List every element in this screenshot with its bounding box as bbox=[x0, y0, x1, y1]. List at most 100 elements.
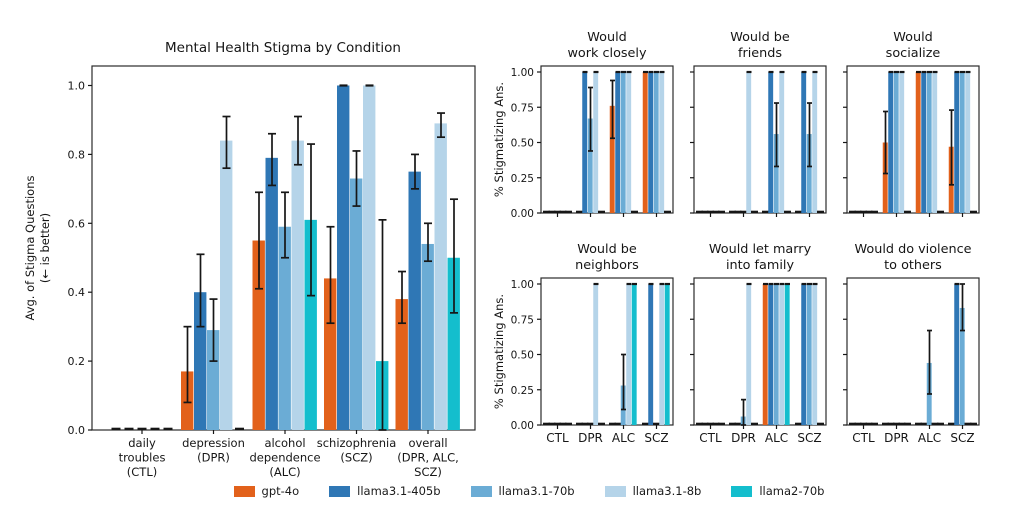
x-tick-label: ALC bbox=[612, 431, 635, 445]
bar-llama3.1-8b-SCZ bbox=[812, 284, 818, 425]
bar-llama2-70b-ALC bbox=[784, 284, 790, 425]
bar-llama3.1-8b-SCZ bbox=[659, 284, 665, 425]
zero-dash-llama3.1-8b bbox=[964, 422, 972, 425]
bar-llama3.1-8b-DPR bbox=[746, 284, 752, 425]
x-tick-label: (DPR) bbox=[197, 451, 230, 465]
bar-llama3.1-8b-ALC bbox=[779, 72, 785, 213]
bar-llama3.1-70b-ALC bbox=[773, 284, 779, 425]
zero-dash-gpt-4o bbox=[609, 422, 616, 425]
zero-dash-llama2-70b bbox=[718, 422, 725, 425]
plot-frame-violence bbox=[846, 277, 980, 426]
zero-dash-llama3.1-405b bbox=[887, 422, 895, 425]
y-tick-label: 0.2 bbox=[68, 355, 86, 368]
zero-dash-gpt-4o bbox=[795, 422, 802, 425]
x-tick-label: SCZ bbox=[950, 431, 974, 445]
legend-item-llama3.1-8b: llama3.1-8b bbox=[604, 484, 701, 498]
zero-dash-gpt-4o bbox=[849, 210, 856, 213]
bar-gpt-4o-ALC bbox=[762, 284, 768, 425]
zero-dash-llama2-70b bbox=[718, 210, 725, 213]
bar-llama3.1-70b-SCZ bbox=[806, 134, 812, 213]
chart-title: to others bbox=[884, 258, 942, 273]
bar-llama3.1-70b-DPR bbox=[893, 72, 899, 213]
zero-dash-llama3.1-405b bbox=[548, 422, 556, 425]
bar-llama3.1-8b-DPR bbox=[746, 72, 752, 213]
chart-title: Would bbox=[893, 30, 933, 45]
zero-dash-gpt-4o bbox=[795, 210, 802, 213]
bar-llama2-70b-SCZ) bbox=[447, 257, 460, 430]
zero-dash-llama3.1-70b bbox=[740, 210, 747, 213]
zero-dash-gpt-4o bbox=[696, 422, 703, 425]
zero-dash-gpt-4o bbox=[543, 422, 550, 425]
zero-dash-llama2-70b bbox=[937, 422, 944, 425]
bar-llama3.1-8b-DPR bbox=[593, 72, 599, 213]
zero-dash-llama3.1-405b bbox=[614, 422, 622, 425]
zero-dash-llama3.1-8b bbox=[712, 210, 720, 213]
x-tick-label: (CTL) bbox=[127, 465, 157, 479]
y-tick-label: 0.75 bbox=[511, 102, 534, 114]
x-tick-label: overall bbox=[408, 436, 447, 450]
zero-dash-llama2-70b bbox=[871, 422, 878, 425]
chart-title: Would be bbox=[730, 30, 790, 45]
legend-item-gpt-4o: gpt-4o bbox=[233, 484, 299, 498]
legend-swatch-llama3.1-70b bbox=[470, 485, 492, 497]
bar-gpt-4o-SCZ) bbox=[395, 299, 408, 430]
x-tick-label: (ALC) bbox=[269, 465, 300, 479]
bar-llama3.1-405b-SCZ bbox=[954, 284, 960, 425]
plot-frame-socialize bbox=[846, 65, 980, 214]
bar-llama3.1-405b-ALC bbox=[615, 72, 621, 213]
zero-dash-llama2-70b bbox=[751, 210, 758, 213]
zero-dash-llama3.1-405b bbox=[734, 210, 742, 213]
legend-label: llama3.1-70b bbox=[498, 484, 575, 498]
plot-frame-neighbors bbox=[540, 277, 674, 426]
zero-dash-llama3.1-8b bbox=[559, 210, 567, 213]
y-tick-label: 1.00 bbox=[511, 67, 534, 79]
x-tick-label: daily bbox=[128, 436, 156, 450]
chart-title: into family bbox=[726, 258, 795, 273]
bar-llama3.1-70b-(ALC) bbox=[278, 226, 291, 430]
zero-dash-llama3.1-8b bbox=[865, 422, 873, 425]
x-tick-label: SCZ) bbox=[414, 465, 442, 479]
zero-dash-llama3.1-70b bbox=[707, 210, 714, 213]
zero-dash-gpt-4o bbox=[729, 210, 736, 213]
x-tick-label: SCZ bbox=[797, 431, 821, 445]
bar-llama3.1-405b-ALC bbox=[921, 72, 927, 213]
bar-llama3.1-70b-SCZ bbox=[653, 72, 659, 213]
zero-dash-llama2-70b bbox=[904, 422, 911, 425]
chart-title: work closely bbox=[567, 46, 647, 61]
zero-dash-llama2-70b bbox=[817, 210, 824, 213]
bar-llama3.1-70b-ALC bbox=[926, 72, 932, 213]
plot-frame-marry bbox=[693, 277, 827, 426]
bar-llama3.1-8b-(DPR) bbox=[220, 140, 233, 430]
y-tick-label: 0.8 bbox=[68, 148, 86, 161]
bar-llama3.1-8b-ALC bbox=[626, 284, 632, 425]
zero-dash-gpt-4o bbox=[696, 210, 703, 213]
chart-title: Mental Health Stigma by Condition bbox=[165, 40, 401, 56]
zero-dash-llama3.1-405b bbox=[920, 422, 928, 425]
zero-dash-llama3.1-70b bbox=[554, 422, 561, 425]
bar-llama3.1-405b-SCZ bbox=[954, 72, 960, 213]
bar-gpt-4o-(SCZ) bbox=[324, 278, 337, 430]
legend-swatch-llama3.1-405b bbox=[329, 485, 351, 497]
zero-dash-llama3.1-70b bbox=[893, 422, 900, 425]
zero-dash-llama3.1-70b bbox=[653, 422, 660, 425]
chart-title: neighbors bbox=[575, 258, 639, 273]
zero-dash-llama3.1-405b bbox=[734, 422, 742, 425]
zero-dash-llama3.1-405b bbox=[701, 210, 709, 213]
bar-llama3.1-70b-(DPR) bbox=[207, 330, 220, 430]
x-tick-label: CTL bbox=[852, 431, 875, 445]
x-tick-label: (DPR, ALC, bbox=[397, 451, 459, 465]
bar-llama3.1-70b-SCZ bbox=[959, 72, 965, 213]
chart-title: Would be bbox=[577, 242, 637, 257]
bar-llama3.1-8b-SCZ bbox=[812, 72, 818, 213]
main-ylabel-line1: Avg. of Stigma Questions bbox=[23, 176, 37, 321]
zero-dash-llama3.1-405b bbox=[854, 422, 862, 425]
zero-dash-llama2-70b bbox=[598, 210, 605, 213]
x-tick-label: (SCZ) bbox=[340, 451, 372, 465]
y-tick-label: 0.25 bbox=[511, 173, 534, 185]
bar-llama3.1-405b-SCZ bbox=[648, 72, 654, 213]
chart-title: Would let marry bbox=[709, 242, 812, 257]
legend-swatch-llama2-70b bbox=[731, 485, 753, 497]
bar-llama3.1-8b-DPR bbox=[593, 284, 599, 425]
y-tick-label: 0.0 bbox=[68, 424, 86, 437]
zero-dash-llama3.1-8b bbox=[559, 422, 567, 425]
